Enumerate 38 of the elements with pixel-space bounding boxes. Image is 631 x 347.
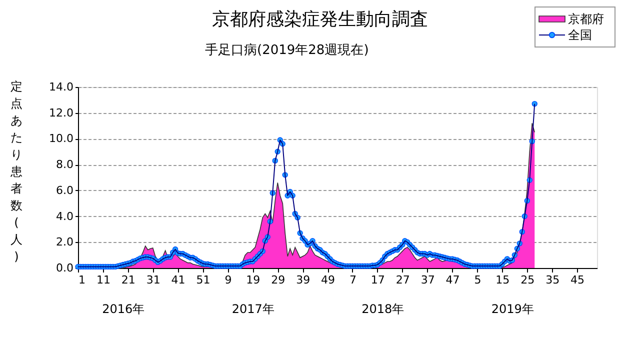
text: 2018年 [362, 302, 404, 316]
x-tick-label: 9 [224, 274, 232, 286]
y-tick-label: 8.0 [56, 158, 74, 172]
x-tick-label: 7 [349, 274, 356, 286]
x-tick-label: 35 [546, 274, 560, 286]
x-tick-label: 31 [146, 274, 160, 286]
x-tick-label: 25 [520, 274, 535, 286]
x-tick-label: 51 [196, 274, 210, 286]
x-tick-label: 27 [396, 274, 410, 286]
x-tick-label: 37 [420, 274, 435, 286]
x-tick-label: 45 [570, 274, 585, 286]
legend-label: 全国 [568, 28, 592, 42]
y-tick-label: 4.0 [56, 210, 74, 223]
x-tick-label: 47 [446, 274, 460, 286]
x-tick-label: 1 [78, 274, 86, 286]
x-tick-label: 29 [271, 274, 286, 286]
text: 2019年 [491, 302, 534, 316]
x-tick-label: 11 [96, 274, 110, 286]
x-tick-label: 5 [474, 274, 482, 286]
x-tick-label: 19 [246, 274, 260, 286]
y-tick-label: 6.0 [56, 184, 74, 197]
chart-title: 京都府感染症発生動向調査 [212, 9, 428, 30]
x-tick-label: 41 [171, 274, 186, 286]
text: 2016年 [102, 302, 145, 316]
x-tick-label: 49 [321, 274, 336, 286]
x-tick-label: 39 [296, 274, 310, 286]
x-tick-label: 21 [121, 274, 136, 286]
text: 2017年 [232, 302, 274, 316]
x-tick-label: 17 [370, 274, 385, 286]
x-tick-label: 15 [496, 274, 510, 286]
y-tick-label: 12.0 [49, 106, 74, 120]
legend-label: 京都府 [568, 12, 604, 26]
text: 定点あたり患者数(人) [10, 80, 22, 264]
y-tick-label: 2.0 [56, 236, 74, 249]
y-tick-label: 0.0 [56, 262, 74, 274]
y-tick-label: 14.0 [49, 80, 74, 94]
chart-subtitle: 手足口病(2019年28週現在) [205, 43, 369, 58]
y-tick-label: 10.0 [49, 132, 74, 146]
